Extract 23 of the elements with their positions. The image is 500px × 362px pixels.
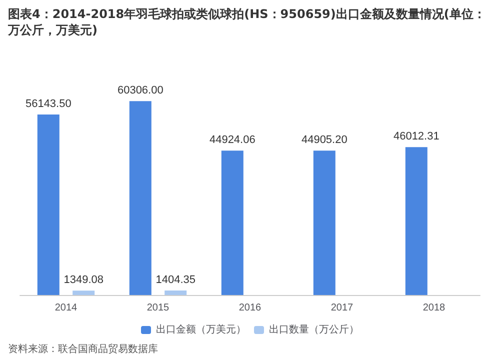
x-tick-label: 2016 <box>238 302 262 314</box>
bar <box>37 114 60 295</box>
chart-title: 图表4：2014-2018年羽毛球拍或类似球拍(HS：950659)出口金额及数量情况(单位：万公斤，万美元) <box>8 6 486 38</box>
data-label: 60306.00 <box>117 84 164 97</box>
x-tick-label: 2015 <box>146 302 170 314</box>
legend-label: 出口金额（万美元） <box>156 324 246 336</box>
data-label: 46012.31 <box>393 130 440 143</box>
x-tick-label: 2014 <box>54 302 78 314</box>
bar <box>129 101 152 295</box>
bar <box>221 150 244 295</box>
bar <box>164 290 187 295</box>
x-tick-label: 2018 <box>422 302 446 314</box>
data-label: 1404.35 <box>156 274 196 286</box>
bar <box>405 147 428 295</box>
data-label: 44924.06 <box>209 134 256 146</box>
bar <box>313 150 336 295</box>
data-label: 1349.08 <box>64 274 104 286</box>
data-label: 44905.20 <box>301 134 348 146</box>
legend-label: 出口数量（万公斤） <box>269 324 359 336</box>
data-label: 56143.50 <box>25 98 72 110</box>
text: 资料来源：联合国商品贸易数据库 <box>8 342 158 356</box>
x-tick-label: 2017 <box>330 302 354 314</box>
bar <box>72 290 95 295</box>
